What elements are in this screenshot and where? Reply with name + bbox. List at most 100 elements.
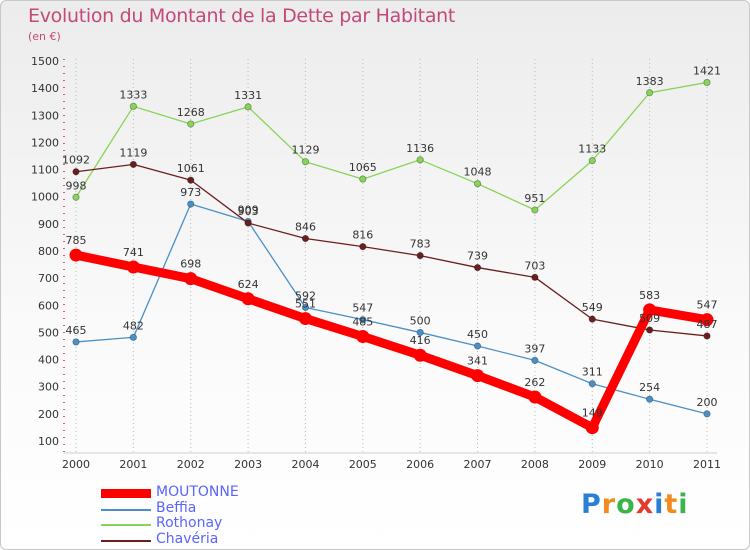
data-label: 624	[238, 278, 259, 291]
data-point	[126, 260, 140, 274]
legend-swatch	[101, 524, 151, 526]
y-tick-label: 300	[38, 381, 59, 394]
logo-letter: t	[664, 489, 679, 520]
data-point	[703, 410, 711, 418]
x-tick-label: 2008	[521, 458, 549, 471]
data-label: 500	[410, 314, 431, 327]
data-point	[184, 272, 198, 286]
data-label: 785	[66, 234, 87, 247]
data-point	[588, 315, 596, 323]
data-point	[646, 89, 654, 97]
axis-layer: 1002003004005006007008009001000110012001…	[31, 55, 721, 471]
y-tick-label: 1300	[31, 109, 59, 122]
y-tick-label: 800	[38, 245, 59, 258]
data-label: 1119	[119, 146, 147, 159]
y-tick-label: 400	[38, 354, 59, 367]
logo-letter: P	[581, 489, 602, 520]
data-point	[416, 156, 424, 164]
logo-letter: o	[616, 489, 636, 520]
data-point	[298, 312, 312, 326]
data-point	[531, 206, 539, 214]
data-point	[413, 348, 427, 362]
data-point	[129, 333, 137, 341]
grid-layer	[75, 59, 708, 453]
legend-item-beffia: Beffia	[101, 499, 361, 517]
data-point	[356, 330, 370, 343]
legend-swatch	[101, 508, 151, 511]
data-label: 1331	[234, 89, 262, 102]
data-label: 846	[295, 221, 316, 234]
data-label: 254	[639, 381, 660, 394]
data-point	[129, 102, 137, 110]
legend-label: MOUTONNE	[156, 484, 239, 500]
data-label: 739	[467, 250, 488, 263]
data-label: 1268	[177, 106, 205, 119]
series-line-moutonne	[71, 250, 712, 433]
data-point	[528, 390, 542, 404]
data-point	[129, 160, 137, 169]
x-tick-label: 2010	[636, 458, 664, 471]
logo-letter: r	[601, 489, 617, 520]
y-tick-label: 700	[38, 272, 59, 285]
data-label: 485	[352, 316, 373, 329]
y-tick-label: 100	[38, 435, 59, 448]
data-label: 583	[639, 289, 660, 302]
data-label: 416	[410, 334, 431, 347]
data-label: 703	[524, 259, 545, 272]
data-label: 551	[295, 298, 316, 311]
data-point	[301, 234, 310, 243]
x-tick-label: 2007	[464, 458, 492, 471]
series-line-rothonay	[75, 81, 708, 211]
data-point	[473, 180, 482, 188]
y-tick-label: 1100	[31, 164, 59, 177]
legend-item-moutonne: MOUTONNE	[101, 484, 361, 501]
data-label: 547	[352, 302, 373, 315]
data-point	[531, 356, 539, 364]
data-point	[471, 369, 485, 383]
legend-swatch	[101, 539, 151, 542]
data-label: 450	[467, 328, 488, 341]
proxiti-logo: Proxiti	[581, 489, 689, 520]
data-point	[301, 158, 310, 166]
data-point	[531, 273, 539, 281]
legend-label: Beffia	[156, 499, 197, 516]
legend-item-chavéria: Chavéria	[101, 531, 361, 548]
data-label: 482	[123, 319, 144, 332]
y-tick-label: 500	[38, 326, 59, 339]
data-label: 549	[582, 301, 603, 314]
legend-item-rothonay: Rothonay	[101, 515, 361, 532]
data-point	[473, 263, 482, 272]
data-label: 465	[66, 324, 87, 337]
chart-subtitle: (en €)	[28, 30, 61, 43]
data-point	[72, 338, 80, 346]
x-tick-label: 2009	[578, 458, 606, 471]
x-tick-label: 2005	[349, 458, 377, 471]
data-label-layer: 465 482 973 909 592 547 500 450 397 311 254 200 998 1…	[62, 64, 721, 419]
data-point	[473, 342, 482, 350]
data-label: 1092	[62, 154, 90, 167]
chart-title: Evolution du Montant de la Dette par Hab…	[28, 5, 456, 27]
data-label: 397	[524, 342, 545, 355]
data-label: 816	[352, 229, 373, 242]
y-tick-label: 600	[38, 299, 59, 312]
series-layer	[69, 78, 714, 435]
data-point	[416, 328, 424, 337]
data-label: 698	[180, 258, 201, 271]
data-point	[359, 175, 367, 183]
data-label: 741	[123, 246, 144, 259]
logo-letter: x	[635, 489, 655, 520]
data-point	[72, 168, 80, 176]
data-label: 1383	[636, 75, 664, 88]
data-label: 973	[180, 186, 201, 199]
data-label: 1129	[291, 144, 319, 157]
series-line-chavéria	[75, 163, 708, 337]
data-point	[416, 252, 424, 260]
data-point	[72, 193, 80, 201]
data-label: 262	[524, 376, 545, 389]
legend-swatch	[101, 489, 151, 498]
series-line-beffia	[75, 203, 708, 415]
data-label: 1061	[177, 162, 205, 175]
data-label: 341	[467, 355, 488, 368]
